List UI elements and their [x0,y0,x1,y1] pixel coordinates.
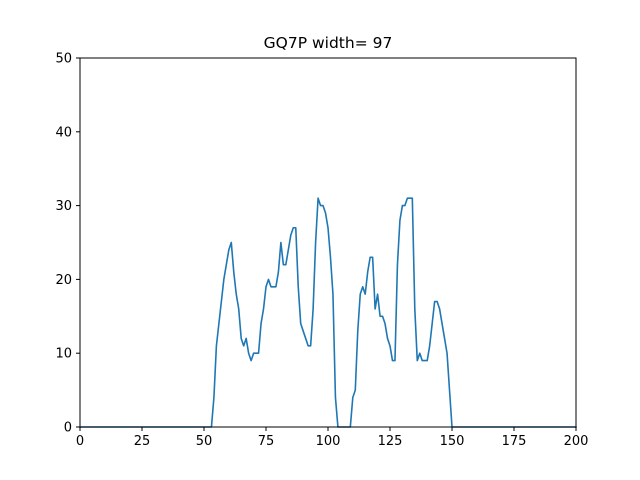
x-tick-label: 0 [76,434,84,449]
axis-ticks: 0 25 50 75 100 125 150 175 200 0 10 20 30 40 50 [55,52,588,450]
x-tick-label: 125 [378,434,403,449]
x-tick-label: 75 [258,434,275,449]
x-tick-label: 150 [440,434,465,449]
y-tick-label: 50 [55,52,72,67]
y-tick-label: 0 [64,421,72,436]
y-tick-label: 30 [55,199,72,214]
x-tick-label: 50 [196,434,213,449]
plot-marks [79,197,577,428]
y-tick-label: 10 [55,347,72,362]
x-tick-label: 100 [316,434,341,449]
x-tick-label: 175 [502,434,527,449]
series-line-0 [79,197,577,428]
x-tick-label: 200 [564,434,589,449]
y-tick-label: 20 [55,273,72,288]
y-tick-label: 40 [55,125,72,140]
plot-area-frame [79,57,577,428]
chart-title: GQ7P width= 97 [264,34,393,52]
x-tick-label: 25 [134,434,151,449]
